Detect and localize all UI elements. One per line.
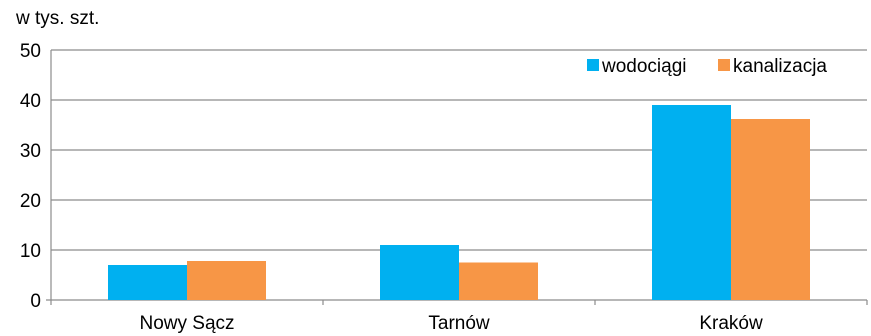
y-tick-label: 50 bbox=[20, 41, 41, 62]
x-tick-label: Nowy Sącz bbox=[139, 313, 234, 334]
y-tick-label: 40 bbox=[20, 91, 41, 112]
legend-swatch-wodociągi bbox=[587, 59, 599, 71]
x-tick-label: Tarnów bbox=[428, 313, 490, 334]
bar-kanalizacja-Kraków bbox=[731, 119, 810, 300]
legend-label: wodociągi bbox=[601, 56, 687, 77]
bar-wodociągi-Kraków bbox=[652, 105, 731, 300]
y-unit-label: w tys. szt. bbox=[16, 8, 100, 29]
bar-wodociągi-Nowy Sącz bbox=[108, 265, 187, 300]
y-tick-label: 30 bbox=[20, 141, 41, 162]
y-tick-label: 20 bbox=[20, 191, 41, 212]
y-tick-label: 0 bbox=[30, 291, 41, 312]
bar-kanalizacja-Nowy Sącz bbox=[187, 261, 266, 300]
y-tick-label: 10 bbox=[20, 241, 41, 262]
bar-wodociągi-Tarnów bbox=[380, 245, 459, 300]
bar-kanalizacja-Tarnów bbox=[459, 262, 538, 300]
legend-label: kanalizacja bbox=[733, 56, 827, 77]
x-tick-label: Kraków bbox=[699, 313, 763, 334]
legend-swatch-kanalizacja bbox=[718, 59, 730, 71]
